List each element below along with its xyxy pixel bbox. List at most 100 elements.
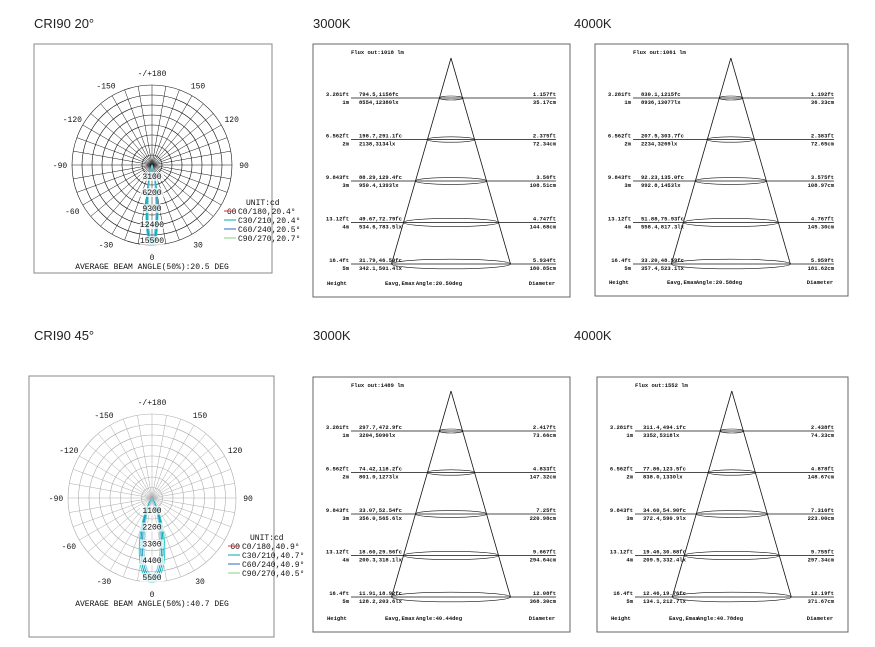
diameter-ft: 12.08ft: [533, 590, 556, 597]
angle-label: 30: [195, 578, 205, 587]
footer-eavg: Eavg,Emax: [385, 615, 415, 622]
flux-label: Flux out:1552 lm: [635, 382, 689, 389]
diameter-ft: 7.316ft: [811, 507, 834, 514]
polar-spoke: [124, 89, 153, 166]
diameter-cm: 108.51cm: [530, 182, 557, 189]
eavg-fc: 19.46,30.88fc: [643, 549, 686, 556]
polar-spoke: [151, 497, 232, 527]
eavg-fc: 12.46,19.76fc: [643, 590, 686, 597]
average-beam-angle: AVERAGE BEAM ANGLE(50%):20.5 DEG: [75, 263, 229, 272]
angle-label: -/+180: [138, 70, 167, 79]
radial-label: 1100: [142, 507, 161, 516]
legend-entry: C60/240,40.9°: [242, 561, 304, 570]
diameter-ft: 7.25ft: [536, 507, 556, 514]
eavg-fc: 34.60,54.90fc: [643, 507, 686, 514]
footer-diameter: Diameter: [529, 615, 555, 622]
height-m: 5m: [342, 265, 349, 272]
radial-label: 6200: [142, 189, 161, 198]
height-ft: 6.562ft: [608, 133, 631, 140]
diameter-ft: 9.667ft: [533, 549, 556, 556]
eavg-fc: 49.67,72.79fc: [359, 216, 402, 223]
diameter-ft: 5.959ft: [811, 257, 834, 264]
beam-angle: Angle:40.44deg: [416, 615, 462, 622]
height-ft: 3.281ft: [608, 91, 631, 98]
beam-ellipse: [718, 95, 744, 101]
flux-label: Flux out:1018 lm: [351, 49, 405, 56]
beam-ellipse: [438, 428, 464, 434]
cone-edge: [450, 390, 511, 598]
diameter-cm: 297.34cm: [808, 557, 835, 564]
polar-spoke: [151, 483, 235, 499]
angle-label: 150: [193, 412, 208, 421]
diameter-ft: 3.575ft: [811, 174, 834, 181]
section-title: 4000K: [574, 328, 612, 343]
angle-label: -30: [99, 242, 114, 251]
polar-spoke: [76, 137, 153, 166]
height-ft: 3.281ft: [610, 424, 633, 431]
height-m: 3m: [624, 182, 631, 189]
polar-spoke: [109, 425, 153, 499]
eavg-fc: 88.29,129.4fc: [359, 174, 402, 181]
height-ft: 16.4ft: [613, 590, 633, 597]
radial-label-bg: [140, 573, 164, 582]
eavg-lx: 134.1,212.7lx: [643, 598, 687, 605]
polar-spoke: [151, 124, 222, 166]
beam-angle: Angle:20.50deg: [416, 280, 462, 287]
height-m: 1m: [342, 432, 349, 439]
radial-label: 5500: [142, 574, 161, 583]
height-m: 4m: [342, 224, 349, 231]
radial-label: 9300: [142, 205, 161, 214]
height-m: 4m: [626, 557, 633, 564]
polar-spoke: [151, 497, 225, 541]
beam-ellipse: [391, 591, 511, 603]
legend-entry: C90/270,20.7°: [238, 235, 300, 244]
angle-label: -/+180: [138, 399, 167, 408]
height-m: 1m: [626, 432, 633, 439]
polar-spoke: [151, 433, 207, 499]
angle-label: -90: [53, 162, 68, 171]
polar-spoke: [137, 86, 153, 166]
height-m: 3m: [342, 515, 349, 522]
polar-spoke: [151, 497, 235, 513]
height-m: 2m: [342, 141, 349, 148]
legend-entry: C0/180,40.9°: [242, 543, 300, 552]
height-ft: 9.843ft: [326, 174, 349, 181]
diameter-ft: 5.934ft: [533, 257, 556, 264]
polar-spoke: [72, 469, 153, 499]
beam-ellipse: [706, 136, 755, 143]
height-ft: 9.843ft: [608, 174, 631, 181]
eavg-fc: 31.79,46.59fc: [359, 257, 402, 264]
beam-ellipse: [719, 428, 744, 434]
height-ft: 3.281ft: [326, 424, 349, 431]
eavg-fc: 33.20,48.59fc: [641, 257, 684, 264]
polar-spoke: [137, 415, 153, 499]
height-m: 3m: [626, 515, 633, 522]
cone-edge: [670, 57, 732, 265]
beam-ellipse: [671, 258, 791, 270]
angle-label: -60: [65, 208, 80, 217]
height-ft: 13.12ft: [326, 216, 349, 223]
eavg-lx: 8936,13077lx: [641, 99, 681, 106]
height-m: 2m: [624, 141, 631, 148]
section-title: 3000K: [313, 328, 351, 343]
cone-edge: [731, 390, 792, 598]
height-ft: 9.843ft: [326, 507, 349, 514]
radial-label-bg: [140, 505, 164, 515]
beam-ellipse: [403, 218, 499, 227]
angle-label: 0: [150, 591, 155, 600]
height-m: 5m: [626, 598, 633, 605]
beam-ellipse: [694, 177, 767, 185]
beam-ellipse: [391, 258, 511, 270]
polar-spoke: [151, 95, 193, 166]
diameter-cm: 223.00cm: [808, 515, 835, 522]
diameter-ft: 2.438ft: [811, 424, 834, 431]
eavg-lx: 558.4,817.3lx: [641, 224, 685, 231]
average-beam-angle: AVERAGE BEAM ANGLE(50%):40.7 DEG: [75, 600, 229, 609]
legend-entry: C90/270,40.5°: [242, 570, 304, 579]
footer-diameter: Diameter: [807, 279, 833, 286]
eavg-lx: 3204,5090lx: [359, 432, 396, 439]
radial-label-bg: [140, 172, 164, 181]
diameter-ft: 4.747ft: [533, 216, 556, 223]
cone-edge: [671, 390, 733, 598]
